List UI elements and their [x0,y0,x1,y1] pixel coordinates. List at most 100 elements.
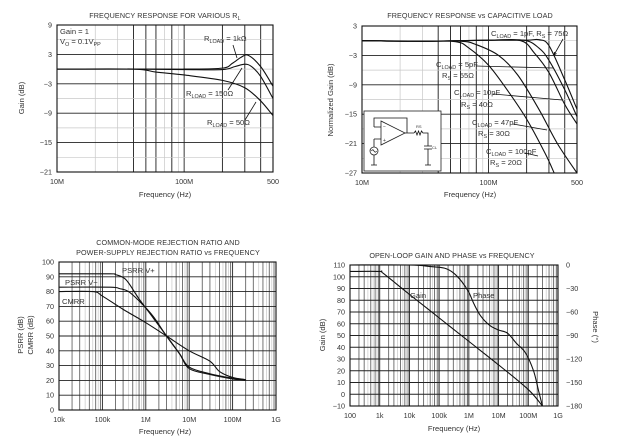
y-right-tick-label: 0 [566,261,570,270]
y-tick-label: 9 [48,21,52,30]
chart2-y-label: Normalized Gain (dB) [326,63,335,136]
x-tick-label: 500 [267,177,279,186]
x-tick-label: 1G [553,411,563,420]
chart2-x-ticks: 10M 100M 500 [355,178,583,187]
x-tick-label: 100M [175,177,193,186]
y-tick-label: −10 [333,402,345,411]
y-right-tick-label: −150 [566,378,582,387]
x-tick-label: 100k [431,411,447,420]
y-tick-label: 20 [337,366,345,375]
series-line-psrr-v- [58,286,246,381]
series-line-rload-50- [56,68,274,117]
y-tick-label: 100 [333,272,345,281]
opamp-minus: − [383,124,386,130]
y-tick-label: 80 [46,287,54,296]
chart-openloop-gain-phase: OPEN-LOOP GAIN AND PHASE vs FREQUENCY 10… [318,251,600,433]
y-right-tick-label: −60 [566,308,578,317]
y-tick-label: −9 [349,80,357,89]
series-line-rload-150- [56,63,274,99]
chart1-frame [56,24,274,173]
chart2-label-5pf-line1: CLOAD = 5pF [436,60,478,71]
y-tick-label: 3 [353,22,357,31]
chart1-x-label: Frequency (Hz) [139,190,192,199]
y-tick-label: 10 [46,391,54,400]
chart4-frame [349,264,559,407]
chart2-inset-circuit: − + RS CL [363,110,442,172]
chart4-title: OPEN-LOOP GAIN AND PHASE vs FREQUENCY [369,251,534,260]
chart1-x-ticks: 10M 100M 500 [50,177,279,186]
y-tick-label: 60 [46,317,54,326]
chart1-condition-vo: VO = 0.1VPP [60,37,101,48]
chart4-y-ticks-right: 0 −30 −60 −90 −120 −150 −180 [566,261,582,411]
y-right-tick-label: −90 [566,331,578,340]
chart2-title: FREQUENCY RESPONSE vs CAPACITIVE LOAD [387,11,553,20]
ground-icon [371,155,377,166]
y-tick-label: −21 [345,139,357,148]
chart2-label-47pf-line2: RS = 30Ω [478,129,510,140]
x-tick-label: 100k [95,415,111,424]
chart3-title-line2: POWER-SUPPLY REJECTION RATIO vs FREQUENC… [76,248,260,257]
chart2-arrow-100pf [524,152,539,157]
chart3-label-cmrr: CMRR [62,297,85,306]
y-tick-label: 30 [337,355,345,364]
x-tick-label: 10M [182,415,196,424]
chart3-x-label: Frequency (Hz) [139,427,192,436]
chart2-arrow-5pf [475,65,554,69]
chart4-label-phase: Phase [473,291,495,300]
y-right-tick-label: −120 [566,355,582,364]
x-tick-label: 1M [464,411,474,420]
chart1-grid [57,24,273,173]
chart-cmrr-psrr: COMMON-MODE REJECTION RATIO AND POWER-SU… [16,238,281,436]
y-tick-label: 70 [46,302,54,311]
chart1-label-50: RLOAD = 50Ω [207,118,250,129]
chart-frequency-response-rl: FREQUENCY RESPONSE FOR VARIOUS RL 10M 100… [17,11,279,199]
chart2-label-100pf-line2: RS = 20Ω [490,158,522,169]
capacitor-cl-icon [424,145,432,166]
chart2-label-5pf-line2: RS = 55Ω [442,71,474,82]
series-line-cmrr [58,290,246,381]
y-tick-label: 40 [46,346,54,355]
y-tick-label: 10 [337,378,345,387]
chart4-x-ticks: 100 1k 10k 100k 1M 10M 100M 1G [344,411,563,420]
opamp-plus: + [383,138,386,144]
chart3-grid [59,261,276,411]
y-tick-label: 110 [334,261,345,270]
y-tick-label: 30 [46,361,54,370]
y-tick-label: 90 [46,272,54,281]
x-tick-label: 10k [404,411,416,420]
x-tick-label: 1G [271,415,281,424]
chart4-label-gain: Gain [410,291,426,300]
x-tick-label: 100M [519,411,537,420]
y-tick-label: 0 [50,406,54,415]
y-tick-label: −3 [349,51,357,60]
chart4-curves [349,264,543,407]
x-tick-label: 1M [141,415,151,424]
chart1-condition-gain: Gain = 1 [60,27,89,36]
y-tick-label: 0 [341,390,345,399]
chart1-arrow-1k [232,44,238,59]
chart3-y-ticks: 0 10 20 30 40 50 60 70 80 90 100 [42,258,54,415]
sine-icon [371,149,377,153]
y-right-tick-label: −30 [566,284,578,293]
chart2-arrow-10pf [492,93,563,101]
chart3-y-label: PSRR (dB) [16,316,25,354]
y-tick-label: 50 [46,332,54,341]
chart2-x-label: Frequency (Hz) [444,190,497,199]
chart2-y-ticks: 3 −3 −9 −15 −21 −27 [345,22,357,178]
y-tick-label: 70 [337,308,345,317]
chart1-y-ticks: 9 3 −3 −9 −15 −21 [40,21,52,177]
chart2-frame [361,25,578,174]
chart3-title-line1: COMMON-MODE REJECTION RATIO AND [96,238,240,247]
feedback-wire [373,117,414,134]
x-tick-label: 10k [53,415,65,424]
opamp-symbol-icon [380,120,406,146]
chart3-frame [58,261,277,411]
series-line-phase [349,264,543,407]
chart2-label-10pf-line2: RS = 40Ω [461,100,493,111]
chart3-y-label2: CMRR (dB) [26,315,35,355]
chart2-curves [361,38,578,174]
chart1-curves [56,54,274,117]
chart-frequency-response-cload: FREQUENCY RESPONSE vs CAPACITIVE LOAD 10… [326,11,583,199]
y-tick-label: 90 [337,284,345,293]
